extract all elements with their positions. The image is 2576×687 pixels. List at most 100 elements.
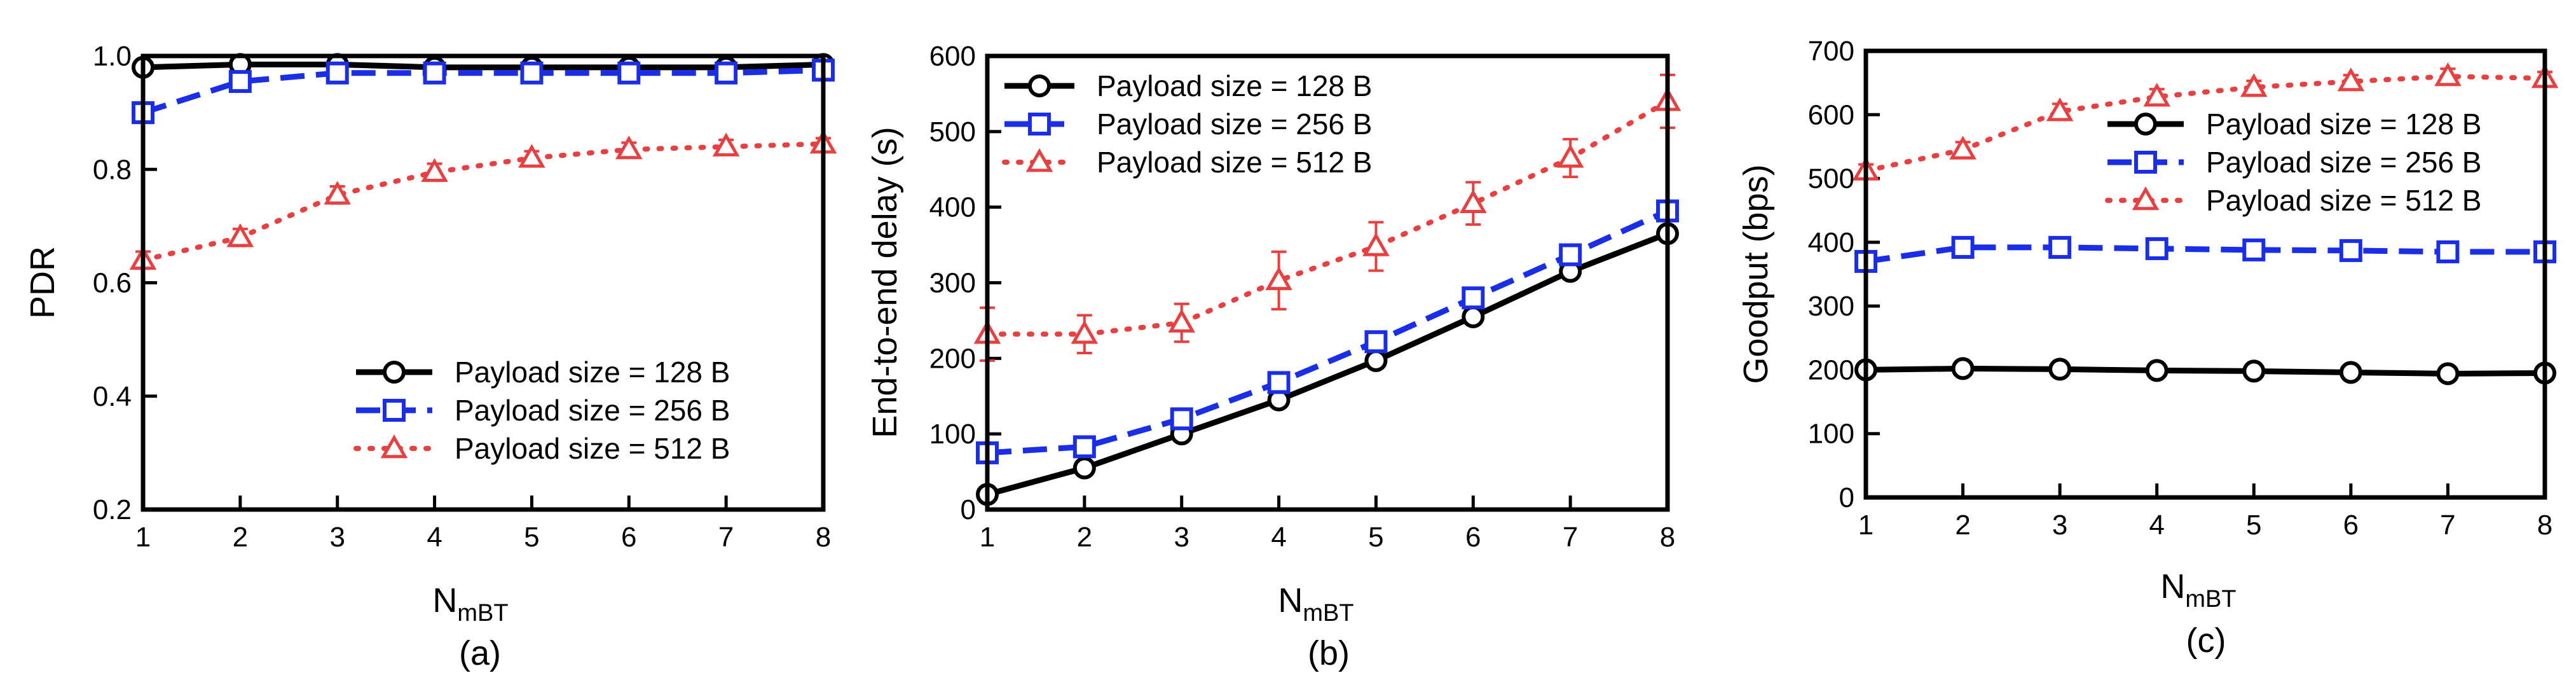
data-point-triangle — [324, 181, 352, 205]
series-line — [1865, 244, 2545, 265]
data-point-square — [2242, 238, 2266, 261]
y-tick-label: 700 — [1808, 36, 1854, 67]
y-tick-label: 0.2 — [93, 494, 132, 525]
x-tick-label: 7 — [718, 522, 734, 553]
legend-entry: Payload size = 256 B — [1004, 108, 1372, 141]
data-point-circle — [2145, 359, 2168, 382]
data-point-circle — [2242, 359, 2266, 383]
x-tick-label: 6 — [2343, 510, 2359, 541]
legend-label: Payload size = 128 B — [455, 356, 730, 389]
legend-entry: Payload size = 128 B — [2107, 108, 2481, 141]
y-tick-label: 200 — [1808, 354, 1854, 385]
data-point-triangle — [615, 135, 643, 160]
legend-entry: Payload size = 512 B — [2105, 184, 2481, 217]
panel-b-tick-labels: 1 2 3 4 5 6 7 8 0 100 200 300 400 500 600 — [929, 41, 1676, 553]
y-tick-label: 0.6 — [93, 268, 132, 299]
legend-label: Payload size = 256 B — [455, 394, 730, 427]
series-line — [1865, 365, 2545, 377]
data-point-square — [1462, 286, 1485, 310]
legend-entry: Payload size = 512 B — [1002, 146, 1372, 179]
series-line — [142, 61, 824, 71]
x-tick-label: 1 — [980, 522, 995, 553]
panel-c-legend: Payload size = 128 B Payload size = 256 B… — [2105, 108, 2481, 217]
panel-a-xlabel: NmBT — [432, 581, 508, 627]
legend-label: Payload size = 128 B — [1097, 69, 1372, 102]
data-point-square — [2436, 240, 2460, 263]
data-point-circle — [1951, 357, 1975, 380]
y-tick-label: 0 — [1839, 482, 1854, 513]
legend-label: Payload size = 256 B — [1097, 108, 1372, 141]
panel-b-ylabel: End-to-end delay (s) — [866, 127, 904, 438]
data-point-square — [228, 70, 252, 94]
legend-label: Payload size = 512 B — [2206, 184, 2481, 217]
data-point-triangle — [380, 434, 408, 459]
data-point-square — [325, 61, 349, 85]
panel-c-label: (c) — [2186, 621, 2226, 660]
y-tick-label: 300 — [929, 268, 976, 299]
panel-c-ylabel: Goodput (bps) — [1737, 164, 1775, 384]
legend-label: Payload size = 512 B — [1097, 146, 1372, 179]
y-tick-label: 600 — [1808, 99, 1854, 130]
x-tick-label: 7 — [2440, 510, 2455, 541]
data-point-triangle — [2240, 73, 2268, 97]
y-tick-label: 400 — [1808, 227, 1854, 258]
panel-a-tick-labels: 1 2 3 4 5 6 7 8 0.2 0.4 0.6 0.8 1.0 — [93, 41, 831, 553]
y-tick-label: 500 — [1808, 163, 1854, 195]
data-point-triangle — [2143, 83, 2171, 107]
data-point-square — [520, 61, 544, 85]
y-tick-label: 600 — [929, 41, 976, 72]
panel-c-tick-labels: 1 2 3 4 5 6 7 8 0 100 200 300 400 500 600 700 — [1808, 36, 2553, 541]
y-tick-label: 100 — [1808, 419, 1854, 450]
data-point-triangle — [2434, 62, 2462, 87]
x-tick-label: 4 — [1271, 522, 1286, 553]
data-point-triangle — [1265, 266, 1292, 291]
panel-a-xlabel-main: N — [432, 581, 457, 620]
data-point-square — [1170, 407, 1193, 431]
series-line — [987, 208, 1669, 456]
data-point-square — [383, 399, 406, 422]
panel-b-xlabel-sub: mBT — [1303, 600, 1353, 627]
data-point-square — [423, 61, 446, 85]
x-tick-label: 3 — [1174, 522, 1189, 553]
data-point-triangle — [421, 158, 448, 182]
series-3 — [129, 130, 837, 270]
data-point-circle — [1072, 456, 1096, 480]
x-tick-label: 8 — [816, 522, 831, 553]
y-tick-label: 500 — [929, 116, 976, 148]
legend-label: Payload size = 512 B — [455, 432, 730, 465]
series-line — [1863, 74, 2547, 174]
series-line — [142, 67, 824, 116]
legend-label: Payload size = 256 B — [2206, 146, 2481, 179]
data-point-circle — [2048, 357, 2072, 381]
data-point-circle — [2339, 361, 2362, 384]
x-tick-label: 2 — [233, 522, 248, 553]
x-tick-label: 3 — [329, 522, 345, 553]
x-tick-label: 5 — [524, 522, 539, 553]
data-point-triangle — [518, 144, 545, 168]
series-line — [140, 141, 826, 263]
y-tick-label: 100 — [929, 419, 976, 450]
data-point-circle — [2134, 113, 2157, 135]
panel-c-xlabel: NmBT — [2160, 567, 2236, 613]
legend-entry: Payload size = 128 B — [356, 356, 730, 389]
y-tick-label: 200 — [929, 343, 976, 374]
panel-b-label: (b) — [1308, 634, 1350, 672]
data-point-square — [2134, 151, 2157, 174]
data-point-circle — [383, 361, 406, 384]
data-point-circle — [2436, 362, 2460, 385]
data-point-square — [1267, 371, 1291, 394]
legend-entry: Payload size = 128 B — [1004, 69, 1372, 102]
data-point-square — [1951, 235, 1975, 259]
panel-c-series — [1852, 62, 2559, 385]
panel-b-axes-frame — [985, 53, 1670, 512]
series-1 — [1854, 357, 2556, 385]
data-point-square — [2339, 239, 2362, 262]
data-point-triangle — [712, 132, 740, 156]
y-tick-label: 400 — [929, 192, 976, 223]
x-tick-label: 7 — [1563, 522, 1578, 553]
data-point-triangle — [1362, 232, 1390, 256]
x-tick-label: 5 — [1368, 522, 1383, 553]
panel-c: 1 2 3 4 5 6 7 8 0 100 200 300 400 500 600 700 Goodput (… — [1737, 36, 2559, 660]
data-point-square — [1364, 330, 1388, 354]
